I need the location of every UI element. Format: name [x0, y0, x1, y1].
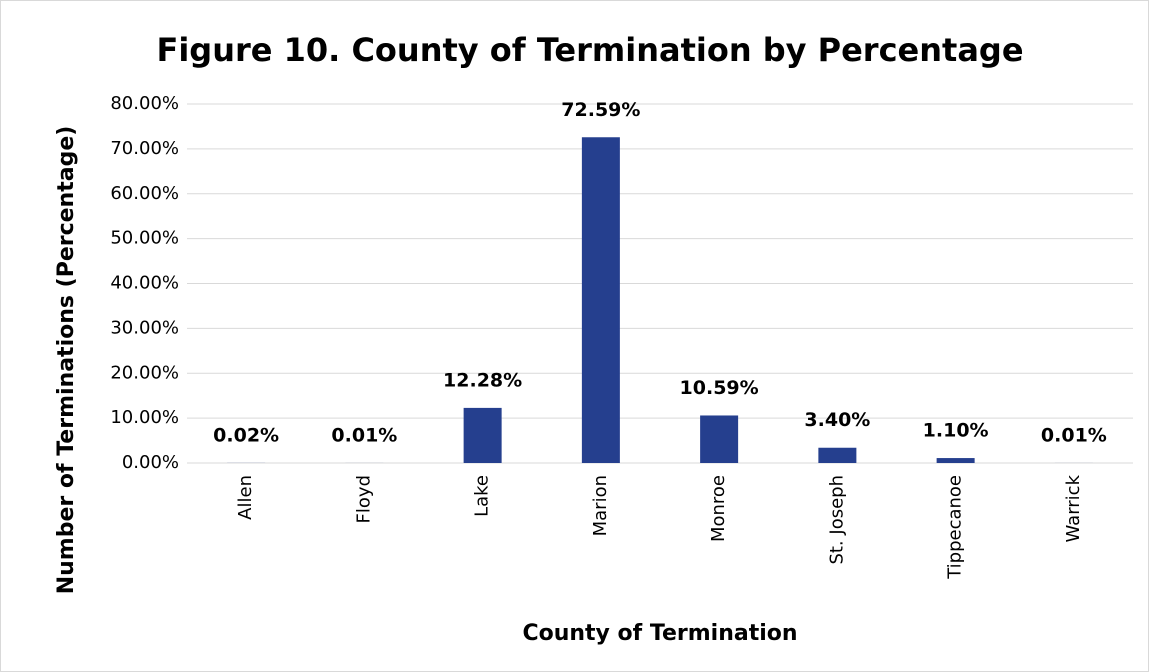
x-tick-label: Warrick	[1063, 474, 1084, 542]
y-tick-label: 50.00%	[110, 228, 179, 249]
x-tick-label: Monroe	[708, 475, 729, 542]
data-label: 1.10%	[923, 420, 989, 442]
chart-title: Figure 10. County of Termination by Perc…	[156, 31, 1023, 69]
y-tick-label: 10.00%	[110, 407, 179, 428]
y-tick-label: 30.00%	[110, 317, 179, 338]
y-tick-label: 80.00%	[110, 93, 179, 114]
bar	[936, 458, 975, 463]
x-tick-label: Lake	[472, 475, 493, 517]
bar	[581, 137, 620, 463]
y-tick-label: 70.00%	[110, 138, 179, 159]
x-tick-label: Allen	[235, 475, 256, 520]
data-label: 10.59%	[680, 377, 759, 399]
x-tick-label: Tippecanoe	[945, 475, 966, 580]
data-label: 72.59%	[561, 99, 640, 121]
y-tick-label: 40.00%	[110, 273, 179, 294]
x-tick-label: Floyd	[353, 475, 374, 523]
y-tick-label: 0.00%	[122, 452, 179, 473]
data-label: 3.40%	[804, 409, 870, 431]
data-label: 0.01%	[331, 424, 397, 446]
bar	[463, 407, 502, 463]
data-label: 0.02%	[213, 424, 279, 446]
data-label: 12.28%	[443, 369, 522, 391]
y-axis-label: Number of Terminations (Percentage)	[54, 126, 79, 595]
x-tick-label: St. Joseph	[826, 475, 847, 565]
x-tick-label: Marion	[590, 475, 611, 536]
bar	[818, 447, 857, 463]
bar	[700, 415, 739, 463]
y-tick-label: 20.00%	[110, 362, 179, 383]
x-axis-label: County of Termination	[522, 621, 797, 646]
data-label: 0.01%	[1041, 424, 1107, 446]
y-tick-label: 60.00%	[110, 183, 179, 204]
